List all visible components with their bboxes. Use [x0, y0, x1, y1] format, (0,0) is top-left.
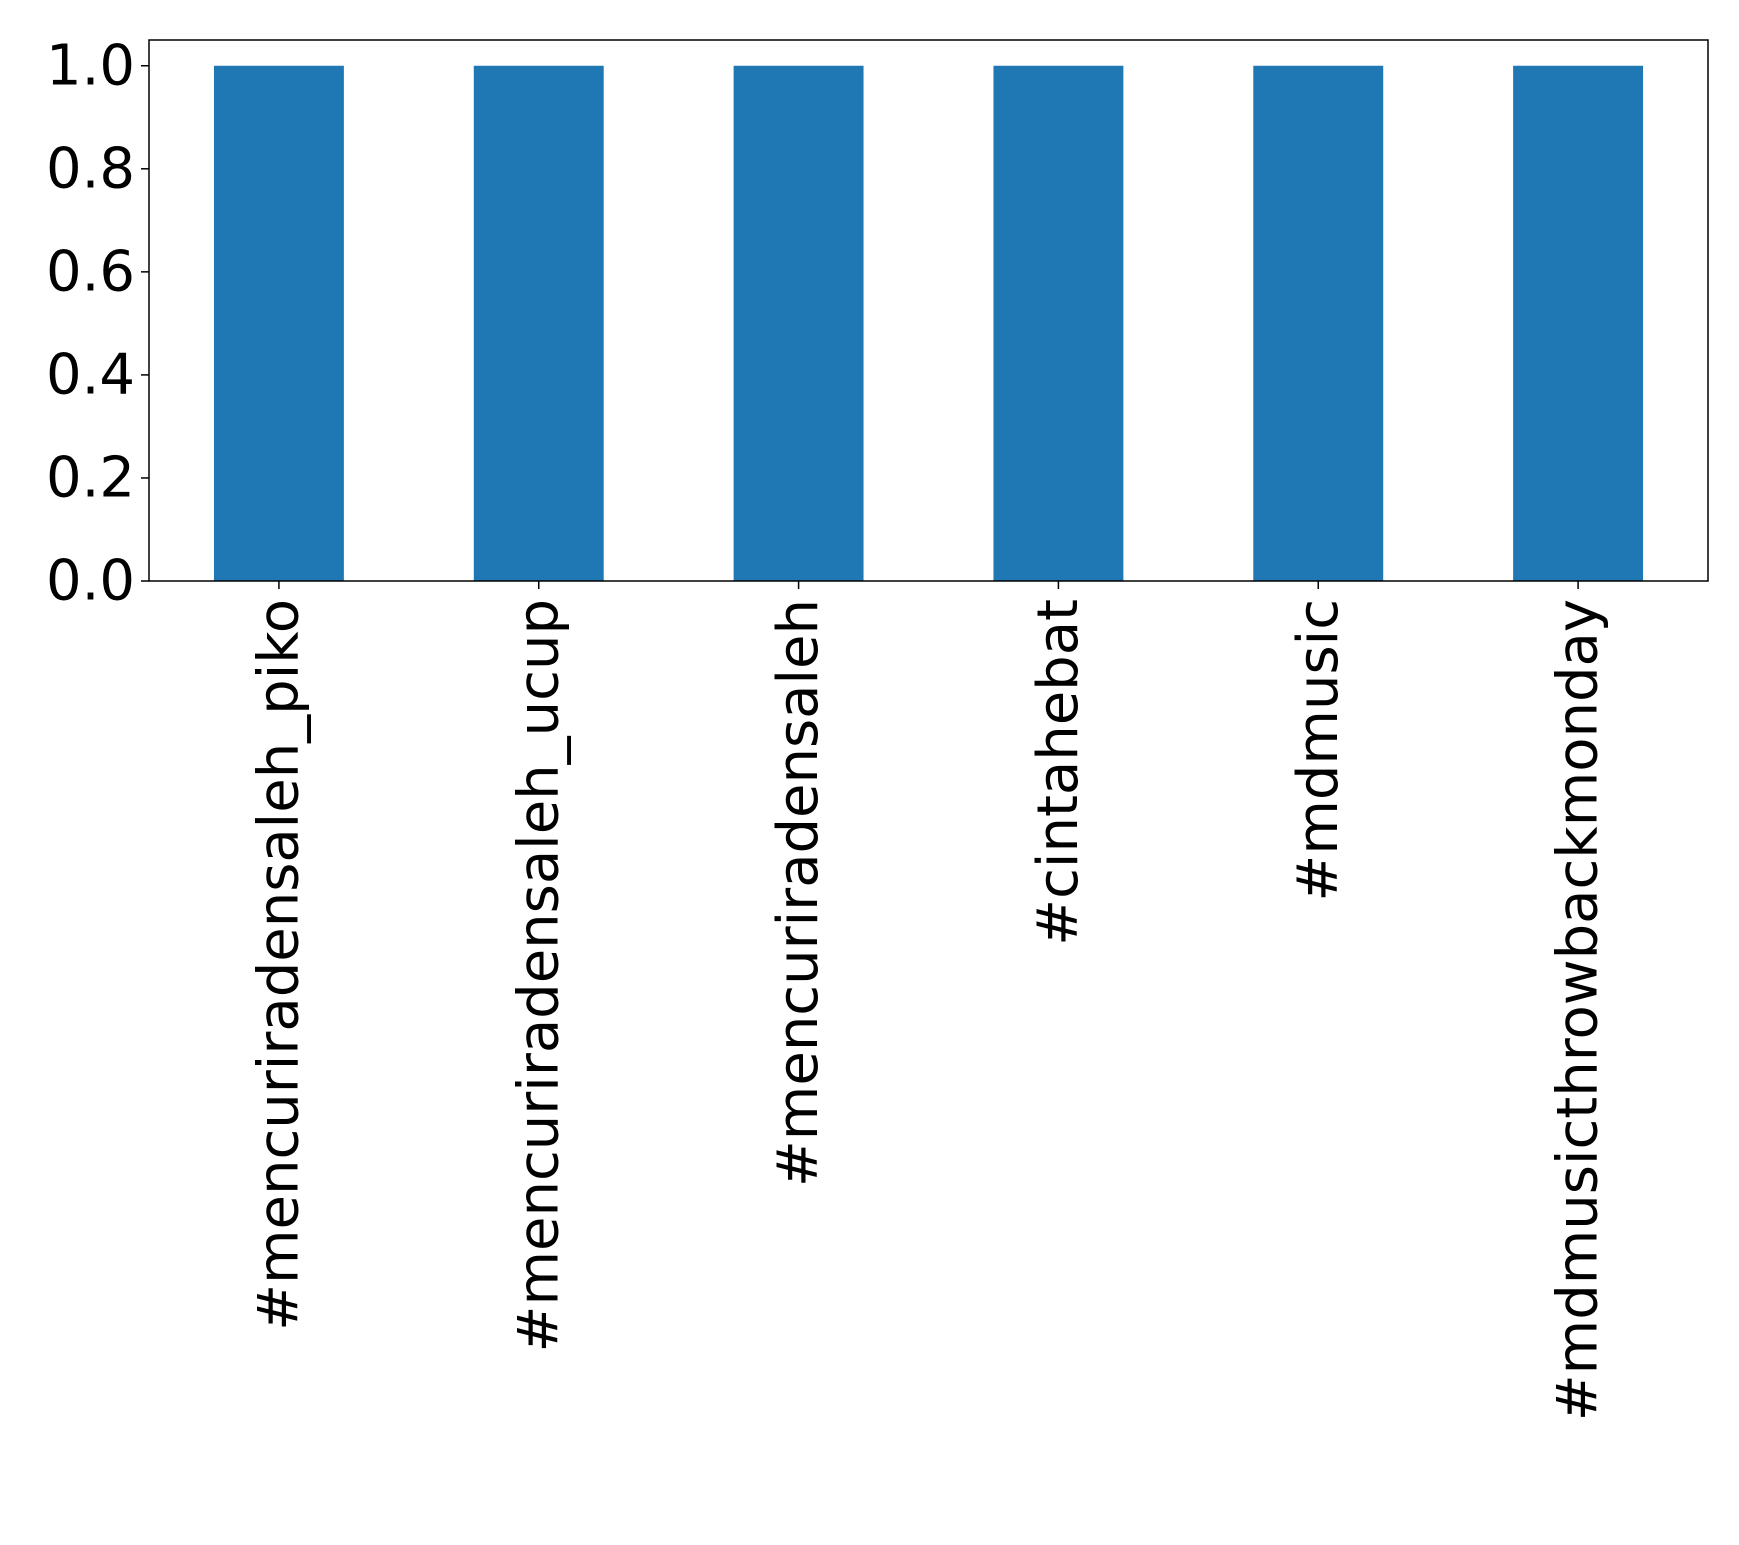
y-tick-label: 0.2 [46, 445, 135, 510]
y-tick-label: 0.4 [46, 342, 135, 407]
x-tick-label: #mdmusic [1286, 599, 1351, 902]
y-tick-label: 0.0 [46, 549, 135, 614]
y-tick-label: 0.6 [46, 239, 135, 304]
x-tick-label: #mencuriradensaleh [766, 599, 831, 1187]
bar [1513, 65, 1644, 581]
x-tick-label: #cintahebat [1026, 599, 1091, 946]
bar [473, 65, 604, 581]
bar [733, 65, 864, 581]
bar [1253, 65, 1384, 581]
x-tick-label: #mdmusicthrowbackmonday [1546, 599, 1611, 1421]
bar [213, 65, 344, 581]
y-tick-label: 1.0 [46, 33, 135, 98]
bar [993, 65, 1124, 581]
plot-frame [148, 39, 1709, 582]
x-tick-label: #mencuriradensaleh_piko [246, 599, 311, 1331]
x-tick-label: #mencuriradensaleh_ucup [506, 599, 571, 1352]
y-tick-label: 0.8 [46, 136, 135, 201]
